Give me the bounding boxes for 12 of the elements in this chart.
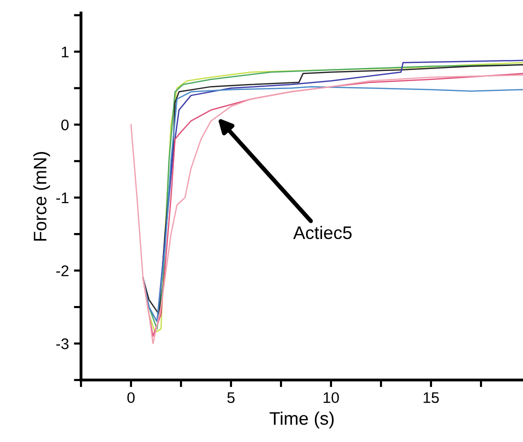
x-tick-label: 10 [324, 392, 339, 404]
y-tick-label: -2 [56, 265, 68, 276]
y-tick-label: 0 [61, 120, 69, 130]
x-tick-label: 0 [127, 392, 135, 404]
y-tick-label: 1 [62, 46, 68, 58]
y-tick-label: -1 [56, 192, 68, 204]
y-tick-label: -3 [56, 338, 69, 350]
x-axis-title: Time (s) [270, 412, 334, 428]
annotation: Actiec5 [293, 226, 352, 240]
x-tick-label: 5 [227, 392, 235, 404]
y-axis-title: Force (mN) [33, 152, 50, 241]
x-tick-label: 15 [424, 392, 439, 404]
